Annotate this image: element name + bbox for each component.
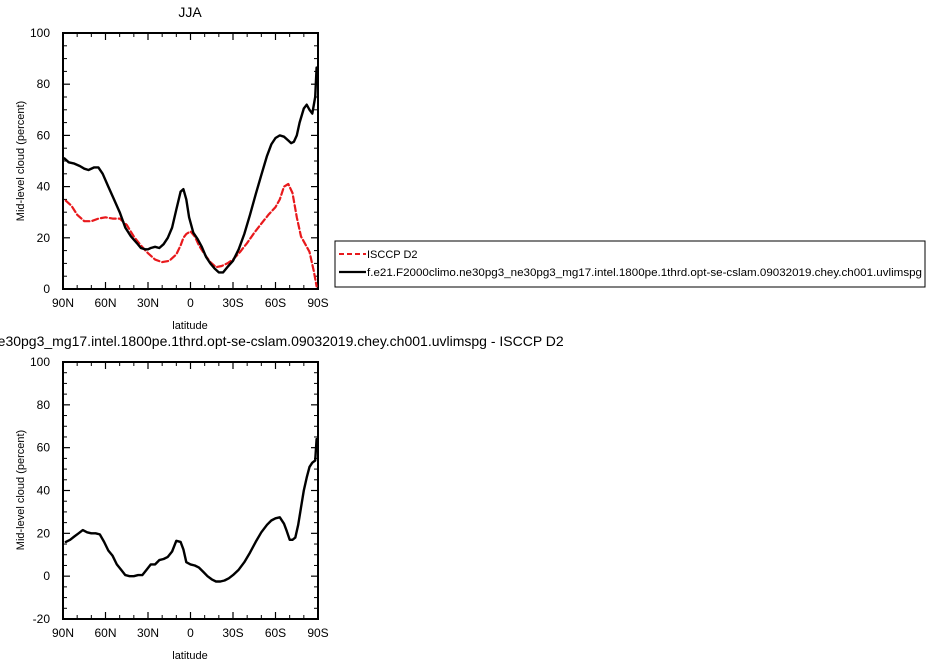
bottom-panel: f.e21.F2000climo.ne30pg3_ne30pg3_mg17.in… (0, 333, 564, 662)
x-tick-label: 0 (187, 296, 194, 310)
top-panel-legend: ISCCP D2 f.e21.F2000climo.ne30pg3_ne30pg… (334, 240, 926, 288)
bottom-panel-plot-area: 90N 60N 30N 0 30S 60S 90S -20 0 20 40 60 80 100 (30, 355, 329, 640)
bottom-panel-title: f.e21.F2000climo.ne30pg3_ne30pg3_mg17.in… (0, 333, 564, 349)
y-tick-label: 0 (43, 282, 50, 296)
legend-box (334, 240, 926, 288)
bottom-panel-x-axis-label: latitude (172, 650, 207, 662)
y-tick-label: 80 (37, 398, 51, 412)
y-tick-label: 60 (37, 441, 51, 455)
top-panel-title: JJA (178, 4, 202, 20)
x-tick-label: 30S (222, 626, 243, 640)
top-panel: JJA latitude Mid-level cloud (percent) 9… (15, 4, 329, 332)
y-tick-label: -20 (33, 612, 51, 626)
x-tick-label: 60N (94, 296, 116, 310)
y-tick-label: 100 (30, 26, 50, 40)
y-tick-label: 80 (37, 77, 51, 91)
y-tick-label: 20 (37, 526, 51, 540)
y-tick-label: 0 (43, 569, 50, 583)
bottom-panel-y-axis-label: Mid-level cloud (percent) (15, 430, 27, 550)
x-tick-label: 90N (52, 626, 74, 640)
x-tick-label: 60S (265, 626, 286, 640)
x-tick-label: 30N (137, 296, 159, 310)
x-tick-label: 90S (307, 296, 328, 310)
y-tick-label: 100 (30, 355, 50, 369)
top-panel-plot-area: 90N 60N 30N 0 30S 60S 90S 0 20 40 60 80 100 (30, 26, 329, 310)
legend-label-isccp: ISCCP D2 (367, 249, 418, 261)
y-tick-label: 20 (37, 231, 51, 245)
x-tick-label: 60N (94, 626, 116, 640)
y-tick-label: 60 (37, 128, 51, 142)
x-tick-label: 60S (265, 296, 286, 310)
x-tick-label: 90S (307, 626, 328, 640)
legend-label-model: f.e21.F2000climo.ne30pg3_ne30pg3_mg17.in… (367, 267, 922, 279)
top-panel-y-axis-label: Mid-level cloud (percent) (15, 101, 27, 221)
series-line-1-0 (64, 437, 318, 583)
plot-frame (62, 361, 319, 620)
series-line-0-1 (63, 66, 318, 274)
top-panel-x-axis-label: latitude (172, 320, 207, 332)
plot-frame (62, 32, 319, 290)
series-line-0-0 (64, 182, 318, 288)
x-tick-label: 0 (187, 626, 194, 640)
y-tick-label: 40 (37, 484, 51, 498)
x-tick-label: 30S (222, 296, 243, 310)
y-tick-label: 40 (37, 180, 51, 194)
x-tick-label: 30N (137, 626, 159, 640)
x-tick-label: 90N (52, 296, 74, 310)
